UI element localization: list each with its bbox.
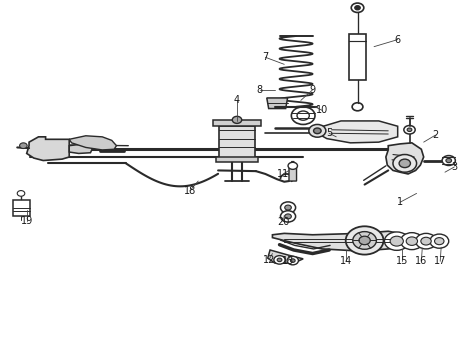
Circle shape bbox=[274, 256, 285, 264]
Circle shape bbox=[430, 234, 449, 248]
Circle shape bbox=[407, 128, 412, 132]
Circle shape bbox=[19, 143, 27, 148]
Circle shape bbox=[277, 258, 282, 262]
Text: 9: 9 bbox=[310, 85, 316, 95]
Polygon shape bbox=[318, 121, 398, 143]
Circle shape bbox=[390, 236, 403, 246]
Text: 7: 7 bbox=[262, 52, 268, 62]
Circle shape bbox=[435, 237, 444, 245]
Text: 10: 10 bbox=[316, 105, 328, 115]
Circle shape bbox=[281, 211, 296, 222]
Text: 11: 11 bbox=[277, 169, 290, 179]
Circle shape bbox=[291, 259, 295, 262]
Text: 12: 12 bbox=[263, 255, 275, 264]
Polygon shape bbox=[69, 144, 93, 153]
Polygon shape bbox=[273, 231, 412, 251]
Circle shape bbox=[442, 155, 456, 165]
Circle shape bbox=[17, 191, 25, 196]
Circle shape bbox=[314, 128, 321, 133]
Circle shape bbox=[288, 162, 298, 169]
Text: 19: 19 bbox=[20, 215, 33, 226]
Text: 13: 13 bbox=[282, 256, 294, 266]
Text: 18: 18 bbox=[183, 186, 196, 196]
Polygon shape bbox=[268, 250, 303, 263]
Circle shape bbox=[446, 158, 452, 163]
Circle shape bbox=[309, 125, 326, 137]
Circle shape bbox=[285, 205, 292, 210]
Circle shape bbox=[421, 237, 431, 245]
Circle shape bbox=[285, 214, 292, 219]
Bar bbox=[216, 157, 258, 162]
Circle shape bbox=[353, 231, 376, 249]
Text: 6: 6 bbox=[395, 34, 401, 45]
Text: 2: 2 bbox=[432, 130, 438, 140]
Bar bbox=[213, 120, 261, 126]
Circle shape bbox=[359, 236, 370, 245]
Circle shape bbox=[281, 202, 296, 213]
Circle shape bbox=[232, 116, 242, 124]
Polygon shape bbox=[386, 143, 424, 174]
Bar bbox=[219, 126, 255, 158]
Circle shape bbox=[404, 126, 415, 134]
Circle shape bbox=[393, 154, 417, 172]
Circle shape bbox=[416, 233, 437, 249]
Circle shape bbox=[384, 232, 409, 250]
Circle shape bbox=[406, 237, 418, 245]
Text: 3: 3 bbox=[451, 162, 457, 172]
Text: 1: 1 bbox=[397, 197, 403, 207]
Polygon shape bbox=[69, 136, 117, 150]
Text: 5: 5 bbox=[326, 128, 332, 138]
Text: 17: 17 bbox=[434, 256, 447, 266]
Polygon shape bbox=[289, 162, 297, 181]
Circle shape bbox=[346, 226, 383, 255]
Circle shape bbox=[399, 159, 410, 168]
Circle shape bbox=[401, 233, 423, 250]
Circle shape bbox=[355, 6, 360, 10]
Polygon shape bbox=[27, 137, 69, 160]
Text: 14: 14 bbox=[339, 256, 352, 266]
Bar bbox=[348, 34, 366, 80]
Text: 8: 8 bbox=[256, 85, 263, 95]
Text: 4: 4 bbox=[234, 95, 240, 105]
Polygon shape bbox=[267, 98, 288, 109]
Text: 16: 16 bbox=[415, 256, 428, 266]
Bar bbox=[12, 201, 29, 217]
Text: 15: 15 bbox=[396, 256, 409, 266]
Circle shape bbox=[287, 256, 299, 265]
Text: 20: 20 bbox=[277, 217, 290, 227]
